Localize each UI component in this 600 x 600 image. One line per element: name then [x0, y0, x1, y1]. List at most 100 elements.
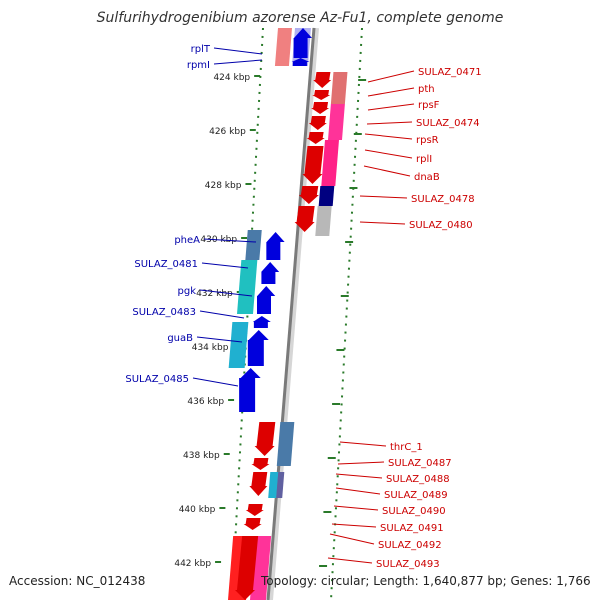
reverse-gene-label: rpsR — [416, 135, 439, 146]
reverse-gene-label: SULAZ_0487 — [388, 458, 452, 469]
reverse-gene-label: dnaB — [414, 172, 440, 183]
reverse-gene-arrow — [298, 186, 319, 204]
forward-gene-label: rpmI — [187, 60, 210, 71]
kbp-tick-label: 424 kbp — [213, 73, 250, 83]
label-leader-line — [367, 87, 415, 97]
feature-bar — [327, 104, 345, 140]
feature-bar — [315, 206, 332, 236]
reverse-gene-arrow — [249, 472, 268, 496]
reverse-gene-arrow — [294, 206, 315, 232]
kbp-tick-label: 440 kbp — [179, 505, 216, 515]
forward-gene-arrow — [239, 368, 261, 412]
reverse-gene-arrow — [235, 536, 259, 600]
feature-bar — [330, 72, 348, 104]
reverse-gene-label: thrC_1 — [390, 442, 423, 453]
forward-gene-label: SULAZ_0485 — [125, 374, 189, 385]
reverse-gene-label: SULAZ_0490 — [382, 506, 446, 517]
reverse-gene-label: SULAZ_0491 — [380, 523, 444, 534]
label-leader-line — [199, 310, 245, 319]
forward-gene-label: guaB — [167, 333, 193, 344]
reverse-gene-label: SULAZ_0478 — [411, 194, 475, 205]
gene-arrows — [235, 28, 332, 600]
reverse-gene-arrow — [251, 458, 270, 470]
reverse-gene-label: rpsF — [418, 100, 440, 111]
feature-bar — [245, 230, 262, 260]
forward-gene-label: SULAZ_0483 — [132, 307, 196, 318]
kbp-tick-label: 434 kbp — [192, 343, 229, 353]
label-leader-line — [367, 103, 415, 111]
feature-bar — [274, 28, 292, 66]
reverse-gene-label: SULAZ_0471 — [418, 67, 482, 78]
label-leader-line — [364, 133, 413, 140]
label-leader-line — [213, 47, 263, 55]
reverse-gene-arrow — [254, 422, 276, 456]
kbp-tick-label: 438 kbp — [183, 451, 220, 461]
reverse-gene-arrow — [243, 518, 262, 530]
forward-gene-arrow — [252, 316, 271, 328]
label-leader-line — [331, 523, 377, 528]
forward-gene-arrow — [266, 232, 285, 260]
forward-gene-arrow — [257, 286, 276, 314]
forward-gene-arrow — [291, 58, 310, 66]
reverse-gene-label: SULAZ_0474 — [416, 118, 480, 129]
kbp-tick-label: 428 kbp — [205, 181, 242, 191]
reverse-gene-label: pth — [418, 84, 435, 95]
feature-bar — [318, 186, 335, 206]
reverse-gene-label: SULAZ_0480 — [409, 220, 473, 231]
label-leader-line — [339, 441, 387, 447]
reverse-gene-arrow — [313, 72, 332, 88]
label-leader-line — [335, 487, 381, 495]
genome-backbone-shadow — [267, 27, 319, 600]
label-leader-line — [196, 336, 243, 343]
label-leader-line — [201, 262, 249, 269]
reverse-gene-label: SULAZ_0488 — [386, 474, 450, 485]
reverse-gene-arrow — [306, 132, 325, 144]
reverse-gene-arrow — [245, 504, 264, 516]
topology-text: Topology: circular; Length: 1,640,877 bp… — [261, 574, 591, 588]
label-leader-line — [327, 557, 373, 564]
label-leader-line — [367, 70, 415, 83]
forward-gene-arrow — [293, 28, 312, 58]
label-leader-line — [329, 533, 375, 545]
genome-backbone — [266, 27, 316, 600]
kbp-tick-label: 442 kbp — [174, 559, 211, 569]
kbp-tick-label: 432 kbp — [196, 289, 233, 299]
feature-bar — [321, 140, 339, 186]
feature-bars — [228, 28, 348, 600]
feature-bar — [268, 472, 279, 498]
forward-gene-label: rplT — [191, 44, 211, 55]
label-leader-line — [192, 377, 239, 387]
feature-bar — [228, 322, 249, 368]
reverse-gene-arrow — [311, 102, 330, 114]
label-leader-line — [199, 289, 253, 297]
feature-bar — [237, 260, 258, 314]
kbp-tick-label: 436 kbp — [187, 397, 224, 407]
forward-gene-label: SULAZ_0481 — [134, 259, 198, 270]
forward-gene-label: pheA — [174, 235, 200, 246]
label-leader-line — [333, 505, 379, 511]
feature-bar — [276, 422, 295, 466]
reverse-gene-label: SULAZ_0489 — [384, 490, 448, 501]
forward-gene-arrow — [247, 330, 269, 366]
label-leader-line — [364, 149, 413, 159]
forward-gene-label: pgk — [178, 286, 197, 297]
map-title: Sulfurihydrogenibium azorense Az-Fu1, co… — [96, 10, 504, 26]
label-leader-line — [366, 121, 413, 125]
accession-text: Accession: NC_012438 — [9, 574, 146, 588]
label-leader-line — [213, 59, 263, 65]
reverse-gene-label: SULAZ_0492 — [378, 540, 442, 551]
reverse-gene-label: SULAZ_0493 — [376, 559, 440, 570]
feature-bar — [276, 472, 285, 498]
kbp-tick-label: 426 kbp — [209, 127, 246, 137]
reverse-gene-label: rplI — [416, 154, 432, 165]
label-leader-line — [335, 473, 383, 479]
label-leader-line — [359, 221, 406, 225]
label-leader-line — [359, 195, 408, 199]
label-leader-line — [363, 165, 411, 177]
reverse-gene-arrow — [302, 146, 324, 184]
forward-gene-arrow — [261, 262, 280, 284]
reverse-gene-arrow — [312, 90, 331, 100]
